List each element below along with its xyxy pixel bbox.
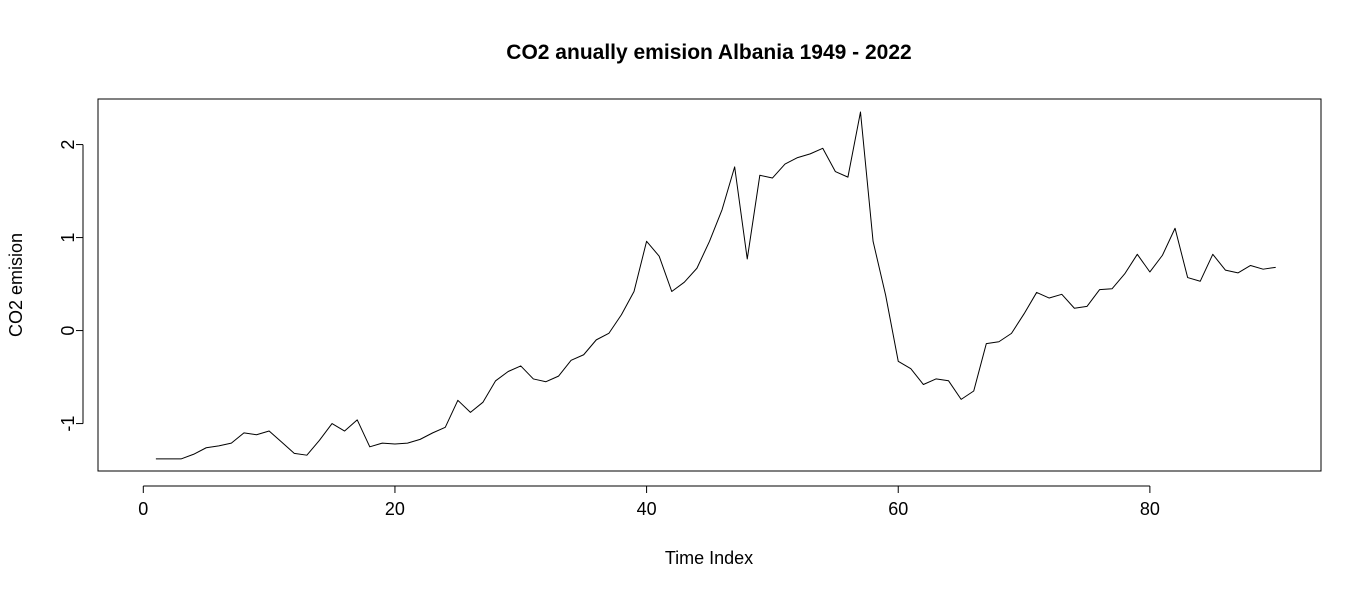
y-axis: -1 0 1 2 (58, 140, 84, 432)
x-tick-label: 40 (637, 499, 657, 519)
x-tick-label: 80 (1140, 499, 1160, 519)
x-tick-label: 0 (138, 499, 148, 519)
x-tick-label: 20 (385, 499, 405, 519)
y-tick-label: 2 (58, 140, 78, 150)
series-line (155, 111, 1276, 460)
x-axis: 0 20 40 60 80 (138, 485, 1160, 519)
y-axis-label: CO2 emision (6, 233, 26, 337)
y-tick-label: 0 (58, 326, 78, 336)
x-tick-label: 60 (888, 499, 908, 519)
x-axis-label: Time Index (665, 548, 753, 568)
series-layer (155, 111, 1276, 460)
y-tick-label: 1 (58, 233, 78, 243)
chart-title: CO2 anually emision Albania 1949 - 2022 (506, 41, 911, 64)
y-tick-label: -1 (58, 416, 78, 432)
plot-frame (97, 98, 1322, 472)
